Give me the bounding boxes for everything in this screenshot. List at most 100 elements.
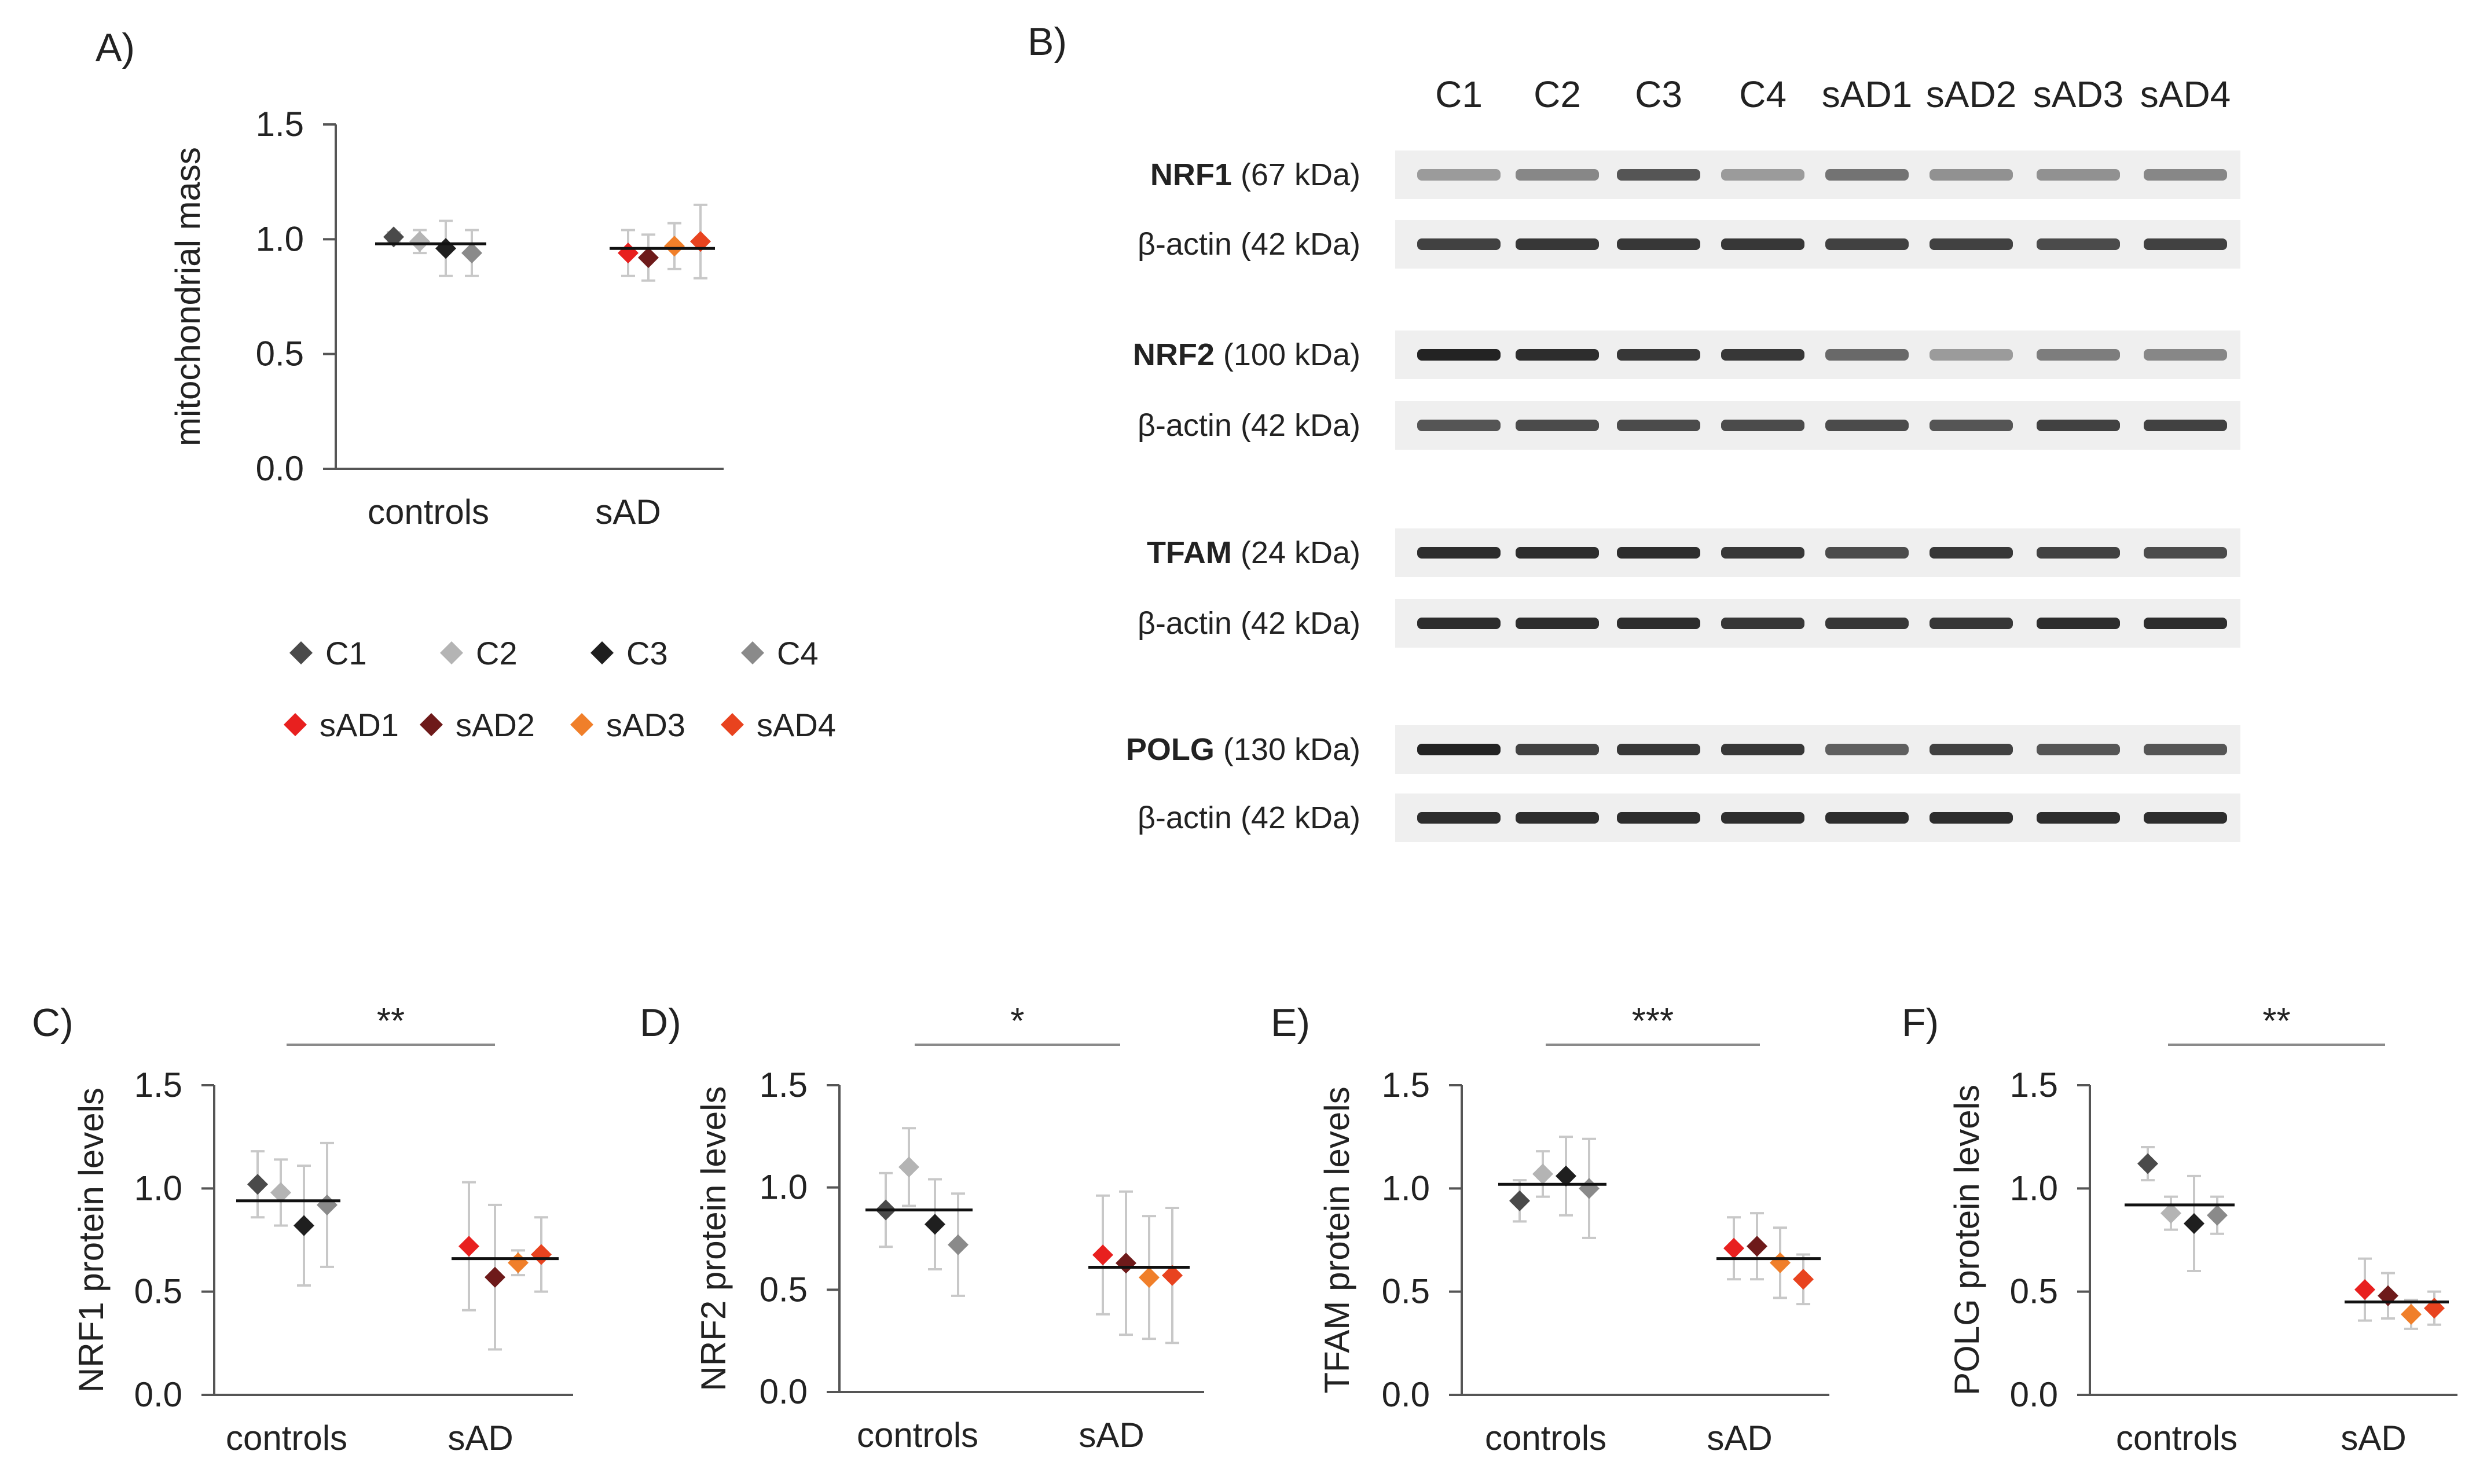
band [2144, 547, 2227, 559]
band [1721, 744, 1804, 755]
data-point-c1 [247, 1174, 268, 1195]
lane-label-sad1: sAD1 [1822, 74, 1913, 115]
data-point-sad2 [638, 247, 659, 269]
blot-row-nrf1: NRF1 (67 kDa) [1150, 150, 2240, 199]
band [1721, 547, 1804, 559]
significance-stars: *** [1632, 1001, 1674, 1041]
band [1417, 169, 1501, 181]
y-tick-label: 0.5 [2010, 1272, 2058, 1311]
blot-row-label: β-actin (42 kDa) [1138, 606, 1360, 641]
band [1721, 812, 1804, 824]
band [1617, 618, 1700, 629]
blot-row-label: TFAM (24 kDa) [1147, 535, 1360, 570]
data-point-sad4 [1162, 1265, 1183, 1286]
significance-stars: * [1010, 1001, 1024, 1041]
blot-row-beta-actin: β-actin (42 kDa) [1138, 599, 2240, 648]
molecular-weight: (42 kDa) [1241, 800, 1360, 835]
x-category-label: sAD [447, 1419, 513, 1457]
y-tick-label: 0.0 [256, 449, 304, 488]
lane-label-c2: C2 [1534, 74, 1581, 115]
data-point-c1 [2137, 1153, 2158, 1174]
blot-row-nrf2: NRF2 (100 kDa) [1133, 330, 2240, 379]
band [1516, 169, 1599, 181]
molecular-weight: (42 kDa) [1241, 606, 1360, 641]
legend-item-sad3: sAD3 [570, 707, 685, 743]
band [1617, 547, 1700, 559]
lane-label-c1: C1 [1435, 74, 1483, 115]
band [2144, 238, 2227, 250]
band [1825, 349, 1909, 361]
spacer [1232, 606, 1241, 641]
chart-nrf2: 0.0 0.5 1.0 1.5 NRF2 protein levels controls s… [694, 1001, 1204, 1454]
legend-label: C1 [325, 635, 367, 671]
spacer [1215, 337, 1223, 372]
band [2144, 169, 2227, 181]
band [1516, 744, 1599, 755]
band [1930, 547, 2013, 559]
band [1417, 618, 1501, 629]
legend-swatch-sad2 [420, 713, 443, 736]
band [1617, 420, 1700, 431]
band [1516, 812, 1599, 824]
legend-label: C2 [476, 635, 518, 671]
band [1930, 812, 2013, 824]
chart-tfam: 0.0 0.5 1.0 1.5 TFAM protein levels controls s… [1318, 1001, 1829, 1457]
band [2037, 812, 2120, 824]
y-tick-label: 0.5 [134, 1272, 182, 1311]
band [1617, 349, 1700, 361]
band [1617, 812, 1700, 824]
legend-swatch-c2 [440, 641, 463, 664]
lane-label-sad3: sAD3 [2033, 74, 2124, 115]
legend-label: sAD1 [320, 707, 399, 743]
data-point-sad1 [458, 1236, 479, 1257]
band [1516, 349, 1599, 361]
data-point-sad1 [1723, 1237, 1744, 1259]
legend-item-c1: C1 [289, 635, 367, 671]
legend-item-c3: C3 [590, 635, 668, 671]
legend-label: sAD2 [456, 707, 535, 743]
blot-row-tfam: TFAM (24 kDa) [1147, 528, 2240, 577]
data-point-sad3 [664, 236, 685, 257]
legend-label: C4 [777, 635, 819, 671]
y-tick-label: 0.0 [2010, 1375, 2058, 1414]
data-point-c4 [2207, 1204, 2228, 1226]
band [1825, 169, 1909, 181]
y-tick-label: 1.5 [134, 1066, 182, 1104]
band [1930, 349, 2013, 361]
legend-swatch-sad3 [570, 713, 593, 736]
band [1721, 618, 1804, 629]
protein-name: POLG [1126, 732, 1215, 767]
y-tick-label: 1.0 [2010, 1169, 2058, 1207]
band [1825, 744, 1909, 755]
lane-label-c3: C3 [1635, 74, 1682, 115]
y-tick-label: 0.0 [1382, 1375, 1430, 1414]
panel-letter-e: E) [1271, 1001, 1310, 1045]
legend-swatch-c1 [289, 641, 313, 664]
data-point-sad2 [1747, 1236, 1767, 1257]
legend-label: sAD4 [757, 707, 836, 743]
legend: C1 C2 C3 C4 sAD1 sAD2 sAD3 sAD4 [284, 635, 836, 743]
y-tick-label: 1.5 [760, 1066, 808, 1104]
band [1721, 238, 1804, 250]
band [2144, 349, 2227, 361]
data-point-c1 [383, 226, 404, 248]
y-tick-label: 0.0 [134, 1375, 182, 1414]
x-category-label: sAD [595, 493, 661, 531]
lane-label-c4: C4 [1739, 74, 1787, 115]
blot-row-beta-actin: β-actin (42 kDa) [1138, 401, 2240, 450]
y-tick-label: 1.0 [134, 1169, 182, 1207]
spacer [1232, 227, 1241, 262]
blot-row-label: β-actin (42 kDa) [1138, 227, 1360, 262]
band [1417, 238, 1501, 250]
band [1417, 547, 1501, 559]
band [1721, 420, 1804, 431]
protein-name: β-actin [1138, 606, 1232, 641]
band [2144, 744, 2227, 755]
legend-swatch-c4 [741, 641, 764, 664]
protein-name: β-actin [1138, 227, 1232, 262]
protein-name: NRF2 [1133, 337, 1215, 372]
data-point-c2 [409, 231, 430, 252]
x-category-label: controls [857, 1416, 978, 1454]
spacer [1232, 535, 1241, 570]
